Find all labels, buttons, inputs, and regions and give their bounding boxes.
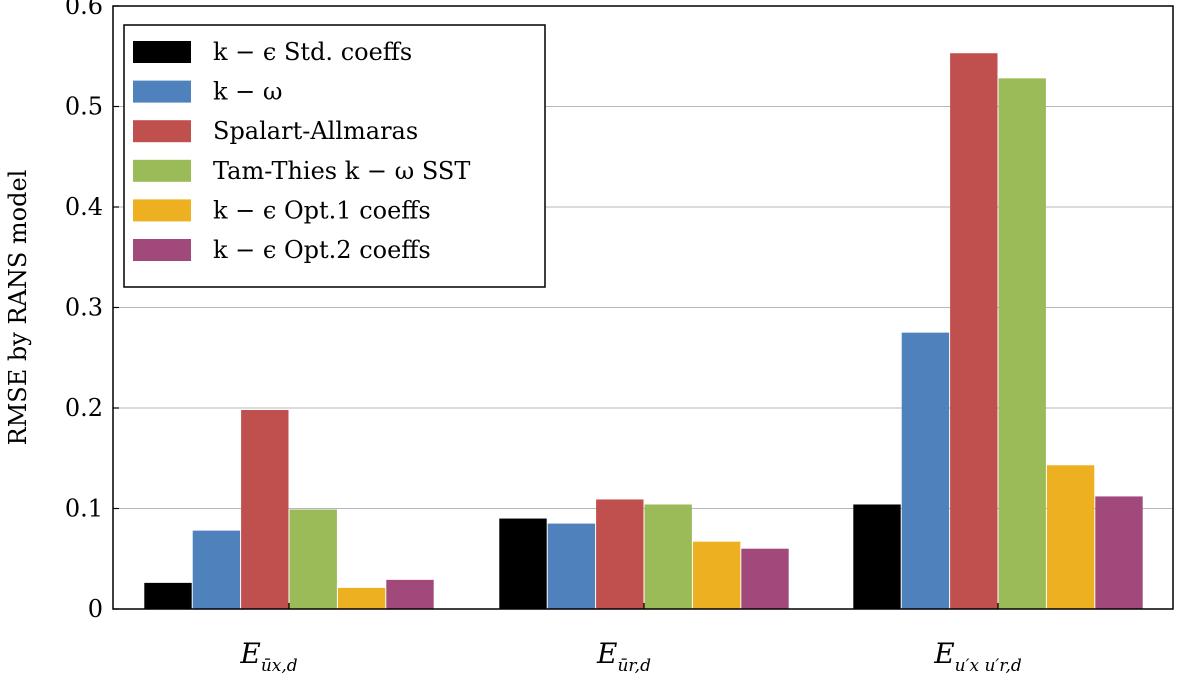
bar-2-2 [950,53,998,610]
x-axis-category-labels: Eūx,d Eūr,d Eu′x u′r,d [239,637,1022,676]
legend-label: k − ϵ Std. coeffs [213,38,412,66]
legend-swatch [133,239,191,261]
bar-group [144,53,1143,610]
bar-1-0 [499,518,547,609]
y-axis-label: RMSE by RANS model [4,170,32,446]
x-category-label: Eūr,d [596,637,651,676]
x-category-base: E [239,637,260,670]
legend-swatch [133,120,191,143]
bar-0-5 [386,579,434,609]
bar-2-5 [1095,496,1143,609]
legend-swatch [133,41,191,63]
legend: k − ϵ Std. coeffs k − ω Spalart-Allmaras Ta… [123,24,546,288]
bar-1-2 [596,499,644,609]
legend-swatch [133,159,191,182]
bar-1-4 [692,541,741,609]
y-tick-label: 0.1 [65,495,103,523]
legend-swatch [133,80,191,103]
y-tick-label: 0.4 [65,193,103,221]
legend-label: Tam-Thies k − ω SST [213,157,470,185]
y-tick-label: 0.6 [65,0,103,20]
bar-0-1 [192,530,241,609]
legend-label: Spalart-Allmaras [213,117,418,145]
x-category-label: Eu′x u′r,d [933,637,1022,676]
bar-0-3 [289,509,337,609]
legend-swatch [133,199,191,222]
legend-label: k − ϵ Opt.2 coeffs [213,236,431,264]
bar-2-0 [853,504,901,609]
x-category-base: E [933,637,954,670]
bar-1-5 [741,548,789,609]
bar-0-0 [144,582,192,609]
x-category-subscript: u′x u′r,d [955,656,1022,676]
legend-box [123,24,546,288]
y-tick-label: 0 [88,595,103,623]
y-tick-label: 0.3 [65,294,103,322]
x-category-subscript: ūx,d [261,656,298,676]
bar-1-3 [644,504,692,609]
x-category-base: E [596,637,617,670]
bar-0-4 [337,587,386,609]
bar-2-4 [1046,465,1095,609]
legend-label: k − ω [213,78,282,106]
x-category-subscript: ūr,d [617,656,651,676]
y-axis-ticks: 0 0.1 0.2 0.3 0.4 0.5 0.6 [65,0,999,623]
x-category-label: Eūx,d [239,637,297,676]
y-tick-label: 0.5 [65,93,103,121]
bar-2-1 [901,332,950,609]
bar-0-2 [241,410,289,609]
y-tick-label: 0.2 [65,394,103,422]
legend-label: k − ϵ Opt.1 coeffs [213,196,431,224]
bar-1-1 [547,523,596,609]
bar-2-3 [998,78,1046,610]
